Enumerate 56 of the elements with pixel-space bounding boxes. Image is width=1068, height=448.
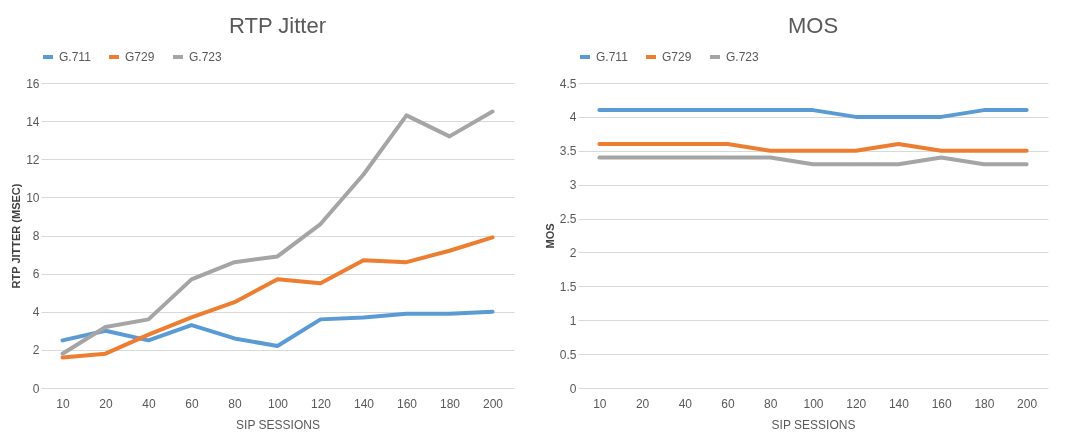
x-tick-label: 200: [1017, 396, 1038, 411]
legend-label: G.723: [726, 50, 760, 64]
y-tick-label: 3: [569, 178, 577, 193]
x-tick-label: 80: [228, 396, 242, 411]
y-tick-label: 16: [26, 76, 40, 91]
y-tick-label: 3.5: [559, 144, 577, 159]
y-tick-label: 4.5: [559, 76, 577, 91]
line-series: [60, 309, 495, 349]
y-tick-label: 1: [569, 313, 577, 328]
x-tick-label: 40: [142, 396, 156, 411]
chart-title: MOS: [787, 13, 839, 38]
line-series: [60, 109, 495, 356]
legend-label: G729: [125, 50, 155, 64]
x-tick-label: 200: [482, 396, 504, 411]
x-tick-label: 40: [678, 396, 693, 411]
y-tick-label: 14: [26, 114, 40, 129]
y-tick-label: 8: [32, 229, 40, 243]
line-series: [60, 235, 495, 360]
x-tick-label: 20: [99, 396, 113, 411]
x-axis-title: SIP SESSIONS: [771, 417, 856, 432]
y-tick-label: 12: [26, 152, 40, 167]
x-tick-label: 100: [803, 396, 824, 411]
x-tick-label: 10: [593, 396, 607, 411]
x-tick-label: 140: [353, 396, 375, 411]
x-axis-title: SIP SESSIONS: [236, 417, 320, 432]
x-tick-label: 180: [439, 396, 461, 411]
y-axis-title: RTP JITTER (MSEC): [10, 183, 23, 289]
y-tick-label: 2.5: [559, 212, 577, 227]
x-tick-label: 120: [310, 396, 332, 411]
y-tick-label: 2: [569, 245, 577, 260]
y-tick-label: 0.5: [559, 347, 577, 362]
y-tick-label: 1.5: [559, 279, 577, 294]
y-tick-label: 2: [32, 343, 40, 358]
chart-title: RTP Jitter: [229, 13, 326, 38]
y-tick-label: 10: [26, 190, 40, 205]
legend-label: G.711: [59, 50, 92, 64]
x-tick-label: 140: [888, 396, 910, 411]
x-tick-label: 10: [56, 396, 70, 411]
legend-label: G.723: [189, 50, 223, 64]
x-tick-label: 180: [974, 396, 995, 411]
y-axis-title: MOS: [543, 223, 556, 249]
legend-label: G729: [662, 50, 692, 64]
x-tick-label: 20: [635, 396, 650, 411]
x-tick-label: 80: [764, 396, 778, 411]
y-tick-label: 6: [32, 267, 40, 282]
x-tick-label: 100: [267, 396, 289, 411]
y-tick-label: 4: [569, 110, 577, 125]
x-tick-label: 160: [931, 396, 953, 411]
legend-label: G.711: [596, 50, 629, 64]
x-tick-label: 60: [721, 396, 736, 411]
x-tick-label: 60: [185, 396, 199, 411]
y-tick-label: 0: [32, 381, 40, 396]
y-tick-label: 4: [32, 305, 40, 320]
x-tick-label: 120: [846, 396, 867, 411]
x-tick-label: 160: [396, 396, 418, 411]
y-tick-label: 0: [569, 381, 577, 396]
